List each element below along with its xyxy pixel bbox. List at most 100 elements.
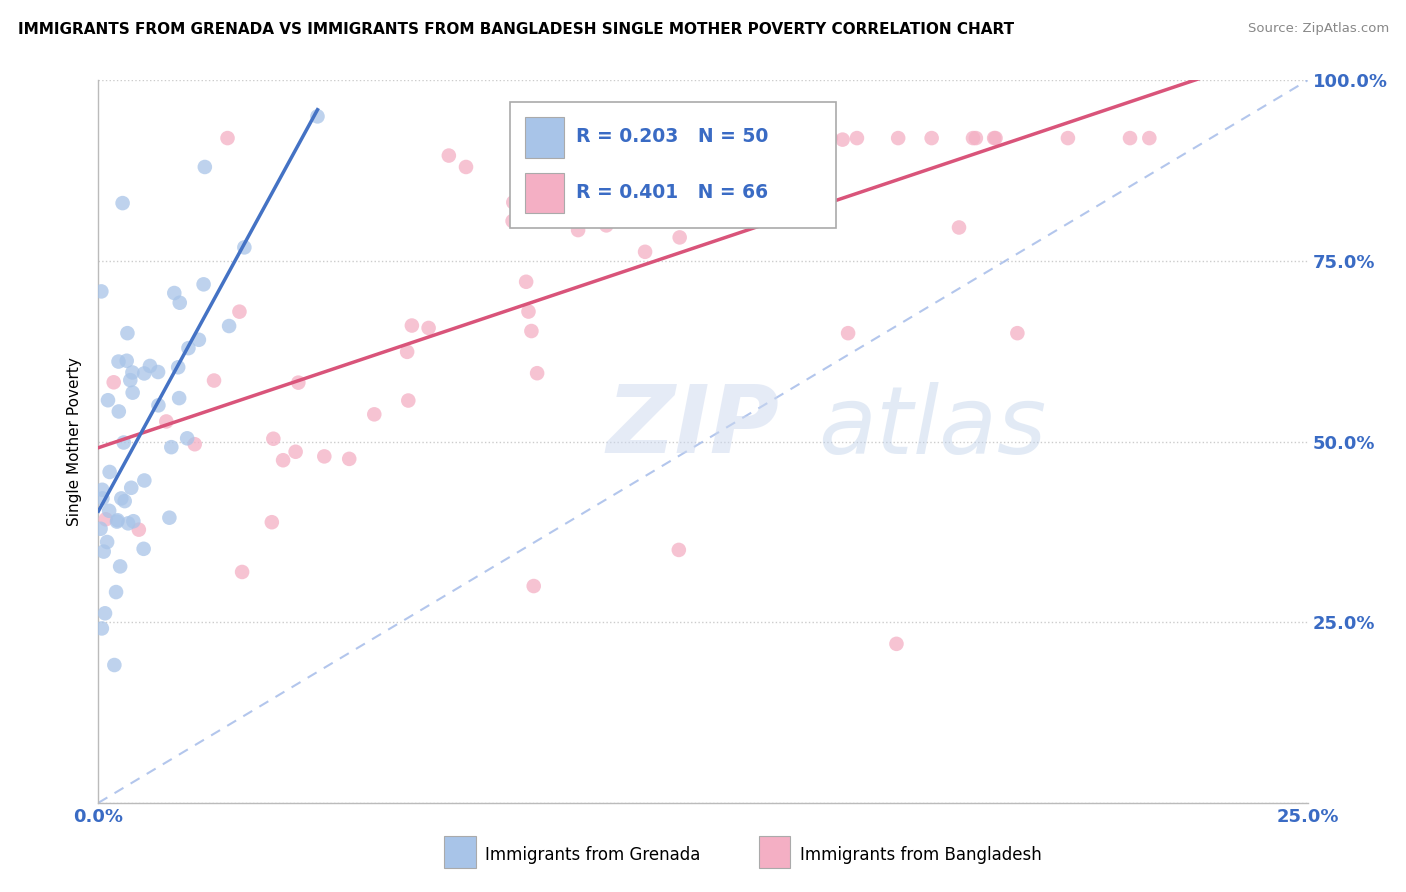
Point [845,131,868,145]
Point [948,220,970,235]
Point [363,408,385,422]
FancyBboxPatch shape [444,836,475,868]
Point [634,244,657,259]
Point [887,131,910,145]
Point [800,131,823,145]
Point [121,385,143,400]
Point [1119,131,1142,145]
Point [768,131,790,145]
Text: R = 0.401   N = 66: R = 0.401 N = 66 [576,183,768,202]
Point [1007,326,1029,340]
Point [578,177,600,191]
Point [271,453,294,467]
Point [231,565,253,579]
Point [526,366,548,380]
Point [595,219,617,233]
Point [962,131,984,145]
FancyBboxPatch shape [526,117,564,158]
Text: IMMIGRANTS FROM GRENADA VS IMMIGRANTS FROM BANGLADESH SINGLE MOTHER POVERTY CORR: IMMIGRANTS FROM GRENADA VS IMMIGRANTS FR… [18,22,1014,37]
Point [132,541,155,556]
Point [98,504,121,518]
Point [91,491,114,506]
Point [314,450,336,464]
Point [163,285,186,300]
Point [167,391,190,405]
Point [672,164,695,178]
Point [202,374,225,388]
Point [418,321,440,335]
Point [454,160,477,174]
Point [307,110,329,124]
Text: ZIP: ZIP [606,381,779,473]
Point [217,131,239,145]
Point [114,494,136,508]
Point [228,304,250,318]
Point [94,607,117,621]
Point [194,160,217,174]
Text: R = 0.203   N = 50: R = 0.203 N = 50 [576,128,769,146]
Text: atlas: atlas [818,382,1046,473]
Point [756,131,779,145]
Point [98,465,121,479]
Point [110,491,132,506]
Point [668,230,690,244]
Point [984,131,1007,145]
Point [90,522,112,536]
Point [807,131,830,145]
Point [728,205,751,219]
Point [233,240,256,254]
Point [139,359,162,373]
Point [177,341,200,355]
Point [965,131,987,145]
Point [176,431,198,445]
Point [731,131,754,145]
Point [134,367,156,381]
FancyBboxPatch shape [759,836,790,868]
Point [396,344,419,359]
Point [134,474,156,488]
Point [262,432,284,446]
Point [515,275,537,289]
Point [218,319,240,334]
Point [523,579,546,593]
Point [90,622,112,636]
Point [437,148,460,162]
Point [115,353,138,368]
Text: Immigrants from Grenada: Immigrants from Grenada [485,846,700,863]
Point [517,304,540,318]
Text: Immigrants from Bangladesh: Immigrants from Bangladesh [800,846,1042,863]
Point [676,131,699,145]
Point [831,133,853,147]
Point [820,131,842,145]
Point [837,326,859,340]
Point [157,510,180,524]
Point [886,637,908,651]
Point [96,535,118,549]
Point [97,393,120,408]
Point [921,131,943,145]
Point [94,512,117,526]
Point [193,277,215,292]
Point [91,483,114,497]
Point [337,451,360,466]
Point [284,444,307,458]
Point [770,148,793,162]
Point [770,133,793,147]
Point [111,196,134,211]
Point [1137,131,1160,145]
Point [122,514,145,528]
Point [93,544,115,558]
Point [260,515,283,529]
Point [155,414,177,428]
Point [103,376,125,390]
FancyBboxPatch shape [509,102,837,228]
Point [120,481,142,495]
Point [401,318,423,333]
Point [108,559,131,574]
Point [117,516,139,531]
Point [815,151,838,165]
Point [148,398,170,412]
Point [668,542,690,557]
Point [1057,131,1080,145]
Point [90,285,112,299]
